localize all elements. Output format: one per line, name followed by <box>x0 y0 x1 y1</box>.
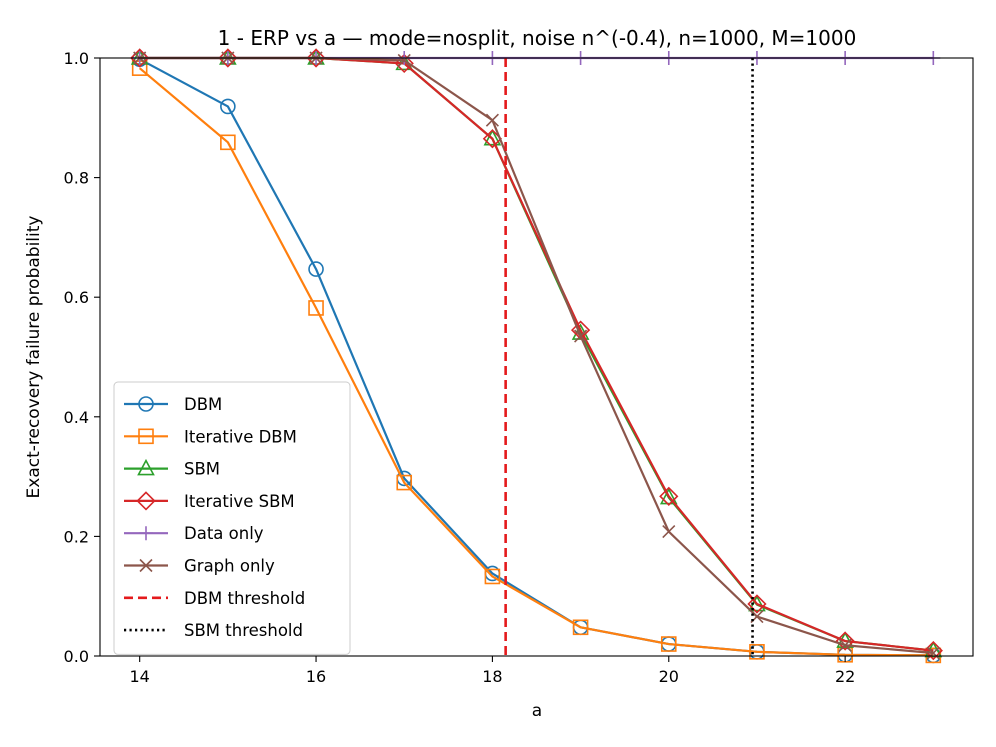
data-point-graph-only <box>926 646 940 660</box>
legend-marker-graph-only <box>139 558 153 573</box>
data-point-graph-only <box>485 113 499 127</box>
y-tick-label: 0.4 <box>64 408 89 427</box>
legend-box <box>113 381 351 655</box>
data-point-dbm <box>308 261 324 277</box>
data-point-iterative-sbm <box>130 48 150 68</box>
x-axis-label: a <box>532 701 542 721</box>
y-tick-label: 0.8 <box>64 169 89 188</box>
data-point-iterative-dbm <box>308 300 324 316</box>
legend-label-sbm: SBM <box>184 460 220 479</box>
series-line-iterative-dbm <box>138 67 934 657</box>
data-point-graph-only <box>397 53 411 67</box>
legend-label-graph-only: Graph only <box>184 557 275 576</box>
x-tick-label: 14 <box>130 667 150 686</box>
plot-area: 14 16 18 20 22 0.0 0.2 0.4 0.6 0.8 1.0 <box>64 48 974 686</box>
data-point-iterative-sbm <box>659 486 679 506</box>
y-tick-label: 1.0 <box>64 49 89 68</box>
x-tick-label: 16 <box>306 667 326 686</box>
legend-label-iterative-dbm: Iterative DBM <box>184 427 297 446</box>
legend-marker-sbm <box>137 458 155 476</box>
y-tick-label: 0.0 <box>64 647 89 666</box>
legend-marker-iterative-sbm <box>136 491 156 511</box>
data-point-iterative-sbm <box>306 48 326 68</box>
data-point-iterative-sbm <box>747 594 767 614</box>
y-tick-label: 0.6 <box>64 288 89 307</box>
chart-title: 1 - ERP vs a — mode=nosplit, noise n^(-0… <box>218 26 857 50</box>
legend-marker-iterative-dbm <box>138 428 154 445</box>
data-point-graph-only <box>662 525 676 539</box>
data-point-sbm <box>483 129 502 146</box>
y-tick-label: 0.2 <box>64 527 89 546</box>
legend-label-dbm: DBM <box>184 395 222 414</box>
data-point-sbm <box>659 487 678 505</box>
data-point-iterative-dbm <box>484 568 501 585</box>
legend-marker-dbm <box>138 396 154 412</box>
y-axis-label: Exact-recovery failure probability <box>24 216 44 499</box>
data-point-dbm <box>220 98 236 115</box>
legend: DBM Iterative DBM SBM Iterative SBM Data onl… <box>113 381 351 655</box>
data-point-iterative-sbm <box>835 631 855 651</box>
legend-label-iterative-sbm: Iterative SBM <box>184 492 295 511</box>
data-point-iterative-dbm <box>660 636 677 652</box>
data-point-iterative-dbm <box>749 644 765 660</box>
x-tick-label: 22 <box>835 667 855 686</box>
data-point-iterative-dbm <box>572 619 589 636</box>
data-point-iterative-dbm <box>396 474 413 491</box>
legend-label-data-only: Data only <box>184 524 264 543</box>
legend-label-sbm-threshold: SBM threshold <box>184 621 303 640</box>
data-point-graph-only <box>574 329 588 343</box>
legend-label-dbm-threshold: DBM threshold <box>184 589 305 608</box>
legend-marker-data-only <box>139 526 153 541</box>
data-point-graph-only <box>838 638 852 652</box>
x-tick-label: 18 <box>482 667 502 686</box>
data-point-iterative-dbm <box>220 134 236 151</box>
data-point-iterative-sbm <box>218 48 238 68</box>
x-tick-label: 20 <box>659 667 679 686</box>
plot-frame <box>99 57 974 657</box>
